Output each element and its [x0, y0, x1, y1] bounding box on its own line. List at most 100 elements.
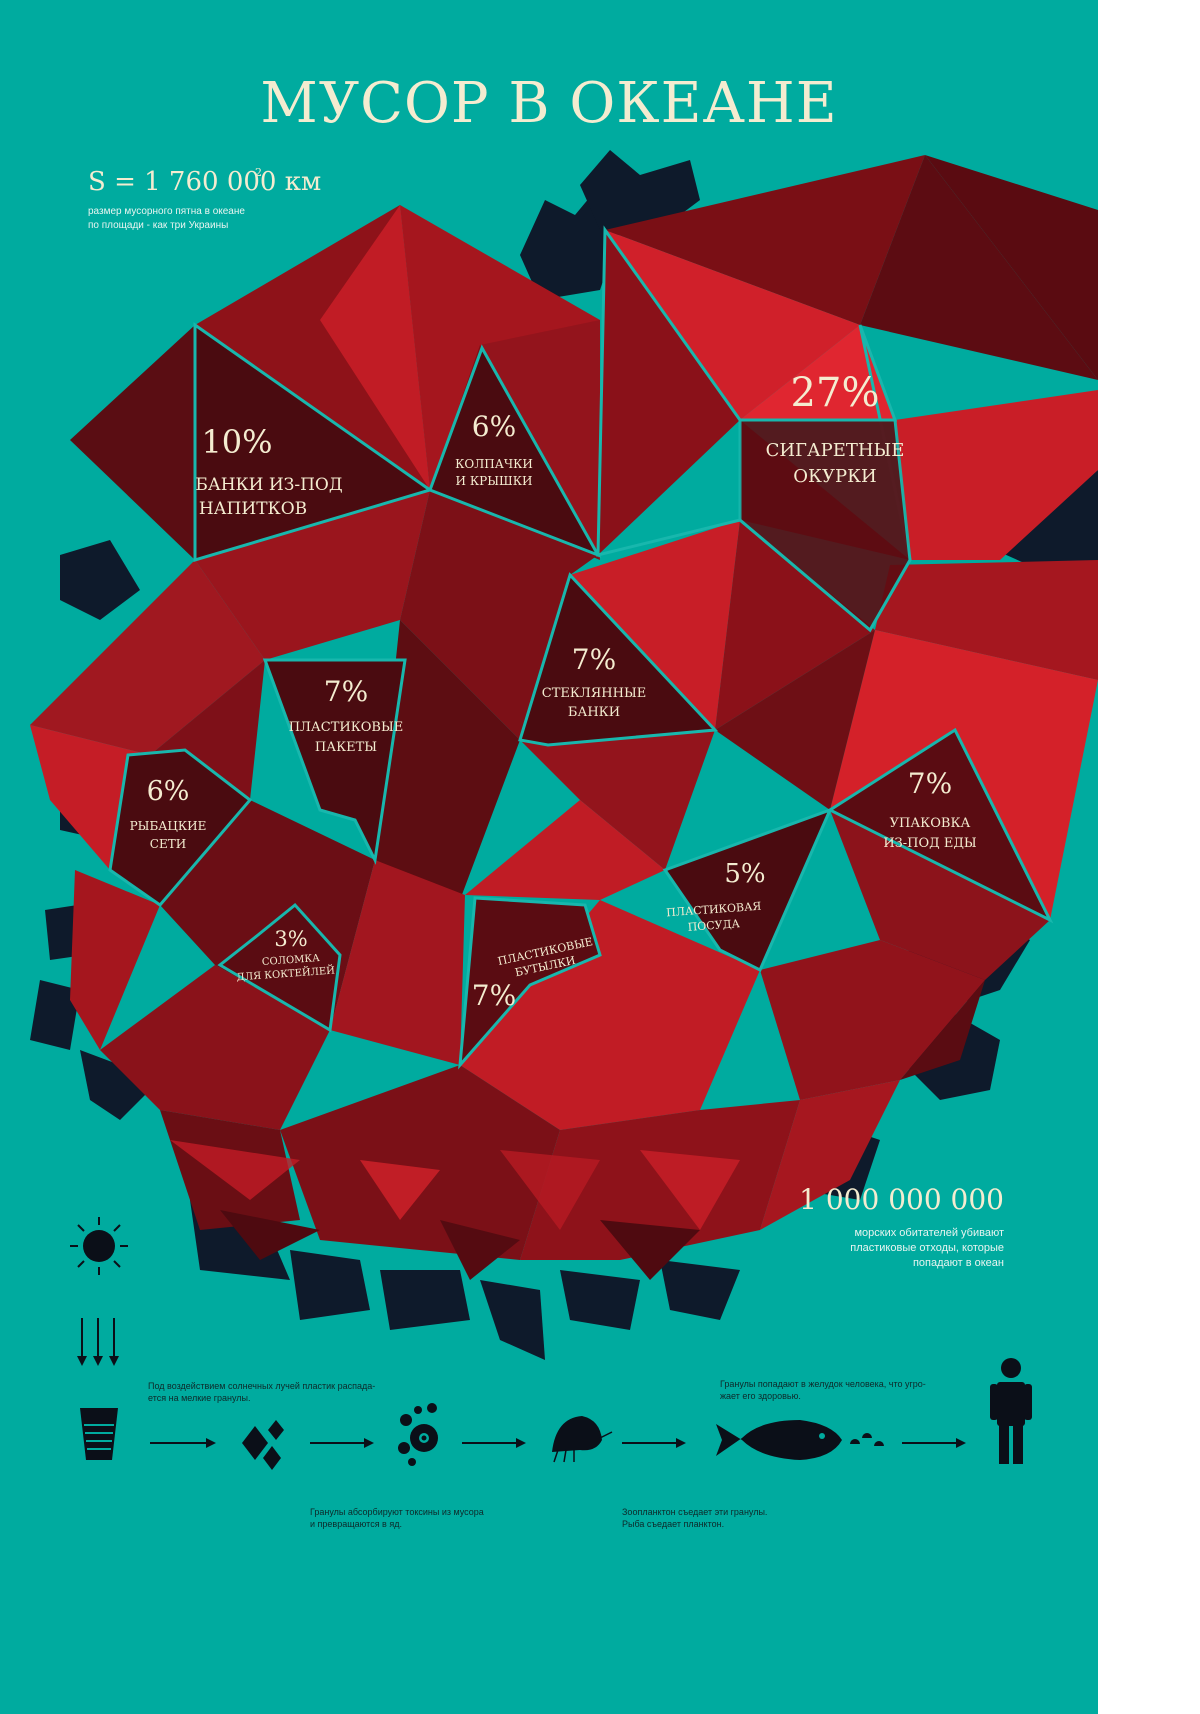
heap-facet: [875, 560, 1098, 680]
category-value: 5%: [724, 859, 765, 889]
arrow-icon: [622, 1438, 686, 1448]
silhouette-bottom-right: [660, 1260, 740, 1320]
heap-facet: [100, 965, 330, 1130]
heap-facet: [330, 860, 465, 1065]
deaths-stat-note-1: морских обитателей убивают: [854, 1227, 1004, 1239]
plastic-cup-icon: [80, 1408, 118, 1460]
silhouette-bottom-left: [290, 1250, 370, 1320]
category-label-line2: ИЗ-ПОД ЕДЫ: [883, 836, 977, 851]
heap-facet: [480, 320, 600, 560]
heap-facet: [830, 630, 1098, 920]
heap-facet: [605, 230, 860, 420]
deaths-stat: 1 000 000 000 морских обитателей убивают…: [799, 1183, 1004, 1269]
arrow-icon: [150, 1438, 216, 1448]
heap-facet: [170, 1140, 300, 1200]
heap-facet: [465, 800, 665, 900]
region-cans: [193, 322, 434, 563]
heap-facet: [30, 560, 265, 755]
region-bags: [262, 658, 407, 865]
category-label-line1: СТЕКЛЯННЫЕ: [542, 686, 646, 701]
silhouette-left-low: [80, 1050, 160, 1120]
heap-facet: [760, 1080, 900, 1230]
heap-facet: [520, 730, 715, 870]
heap-facet: [375, 620, 520, 900]
heap-facet: [895, 390, 1098, 560]
category-value: 27%: [791, 370, 880, 416]
process-step3-line2: Рыба съедает планктон.: [622, 1519, 724, 1529]
category-glass: 7% СТЕКЛЯННЫЕ БАНКИ: [542, 643, 646, 720]
heap-facet: [320, 205, 430, 490]
category-label-line1: КОЛПАЧКИ: [455, 457, 533, 471]
heap-facet: [715, 630, 875, 810]
zooplankton-icon: [552, 1416, 613, 1463]
area-stat-sup: 2: [255, 166, 262, 179]
category-value: 7%: [324, 675, 368, 708]
bag-silhouette-left-low: [30, 980, 80, 1050]
process-step3-line1: Зоопланктон съедает эти гранулы.: [622, 1507, 767, 1517]
category-food-packaging: 7% УПАКОВКА ИЗ-ПОД ЕДЫ: [883, 767, 977, 851]
process-step1-line1: Под воздействием солнечных лучей пластик…: [148, 1381, 375, 1391]
category-bags: 7% ПЛАСТИКОВЫЕ ПАКЕТЫ: [289, 675, 404, 755]
category-label-line2: НАПИТКОВ: [199, 499, 307, 519]
heap-facet: [900, 980, 985, 1080]
region-cigarettes: [738, 418, 912, 633]
region-straws: [217, 902, 342, 1033]
heap-facet: [605, 155, 925, 325]
heap-facet: [520, 1100, 800, 1260]
arrow-icon: [902, 1438, 966, 1448]
category-nets: 6% РЫБАЦКИЕ СЕТИ: [130, 776, 207, 851]
human-icon: [990, 1358, 1032, 1464]
category-label-line2: ПАКЕТЫ: [315, 740, 377, 755]
arrow-icon: [462, 1438, 526, 1448]
heap-facet: [440, 1220, 520, 1280]
region-caps: [428, 344, 602, 558]
region-tableware: [662, 807, 833, 973]
heap-facet: [70, 325, 195, 560]
deaths-stat-note-3: попадают в океан: [913, 1257, 1004, 1269]
process-chain: [70, 1217, 1032, 1470]
silhouette-bottom-spike: [480, 1280, 545, 1360]
fish-icon: [716, 1420, 884, 1460]
region-bottles: [458, 896, 602, 1070]
category-value: 10%: [201, 423, 272, 461]
heap-facet: [740, 325, 895, 420]
category-value: 7%: [472, 979, 516, 1012]
category-value: 6%: [472, 410, 516, 443]
heap-facet: [195, 490, 430, 660]
bag-silhouette-left: [60, 540, 140, 620]
heap-facet: [860, 155, 1098, 380]
area-stat-value: S = 1 760 000 км: [88, 167, 321, 197]
category-cans: 10% БАНКИ ИЗ-ПОД НАПИТКОВ: [195, 423, 342, 519]
category-label-line1: СИГАРЕТНЫЕ: [766, 440, 905, 461]
heap-facet: [220, 1210, 320, 1260]
category-label-line1: ПЛАСТИКОВЫЕ: [289, 720, 404, 735]
sun-rays-arrows-icon: [77, 1318, 119, 1366]
region-glass: [518, 572, 719, 747]
category-value: 7%: [908, 767, 952, 800]
area-stat-note-1: размер мусорного пятна в океане: [88, 206, 245, 217]
bag-silhouette-top: [580, 150, 700, 230]
sun-icon: [70, 1217, 128, 1275]
page-title: МУСОР В ОКЕАНЕ: [260, 71, 837, 136]
heap-facet: [360, 1160, 440, 1220]
category-label-line2: ОКУРКИ: [793, 466, 876, 487]
category-label-line2: БАНКИ: [568, 705, 620, 720]
heap-facet: [760, 940, 985, 1100]
category-label-line1: БАНКИ ИЗ-ПОД: [195, 475, 342, 495]
category-value: 3%: [274, 927, 307, 951]
heap-facet: [570, 520, 740, 730]
heap-facet: [925, 155, 1098, 380]
category-label-line2: ПОСУДА: [687, 917, 741, 934]
silhouette-bottom-mid: [560, 1270, 640, 1330]
region-food-packaging: [826, 727, 1054, 924]
process-step2-line2: и превращаются в яд.: [310, 1519, 402, 1529]
process-captions: Под воздействием солнечных лучей пластик…: [148, 1379, 926, 1529]
heap-facet: [830, 810, 1050, 980]
category-label-line2: СЕТИ: [150, 837, 186, 851]
heap-facet: [500, 1150, 600, 1230]
category-label-line1: РЫБАЦКИЕ: [130, 819, 207, 833]
process-step4-line2: жает его здоровью.: [720, 1391, 801, 1401]
heap-facet: [640, 1150, 740, 1230]
category-label-line1: СОЛОМКА: [262, 953, 321, 968]
